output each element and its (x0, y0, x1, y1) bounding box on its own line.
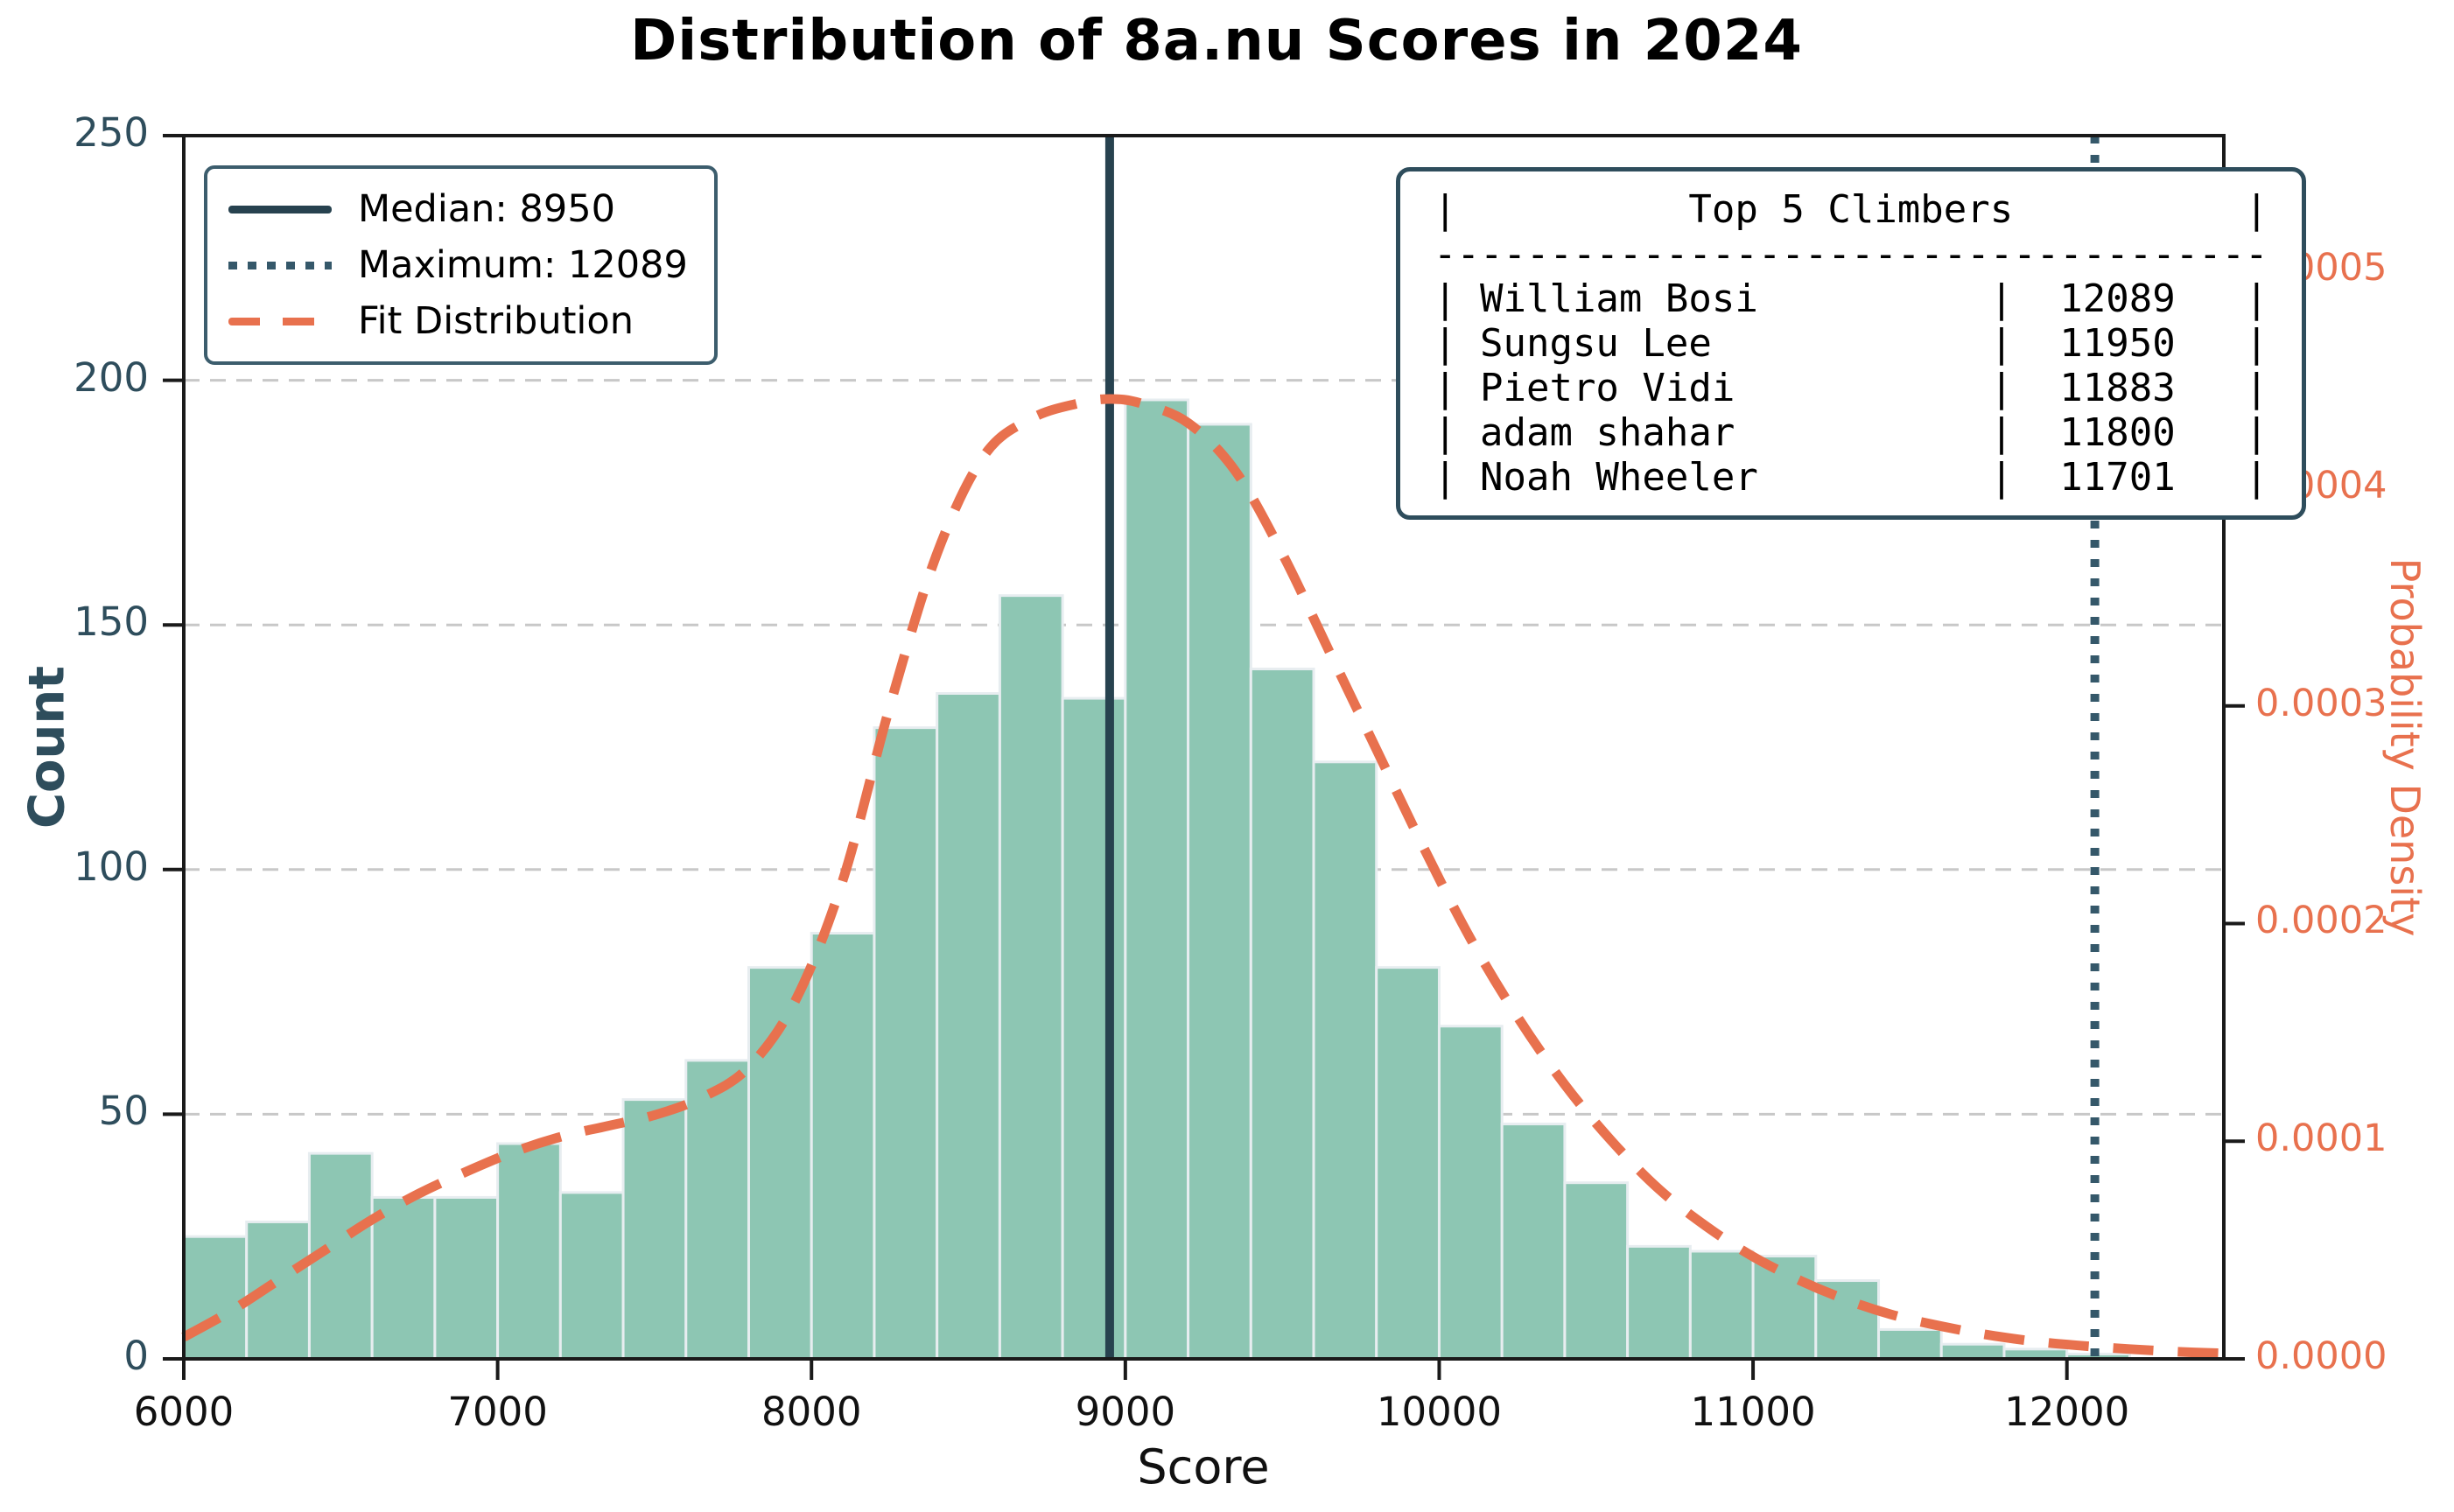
x-tick-label: 12000 (2004, 1389, 2130, 1435)
histogram-bar (1500, 1123, 1567, 1361)
fit-distribution-curve (181, 394, 2225, 1359)
top5-climbers-content: | Top 5 Climbers | ---------------------… (1434, 187, 2268, 500)
histogram-bar (1061, 696, 1127, 1361)
fit-line-swatch-icon (228, 317, 332, 326)
x-tick-label: 10000 (1376, 1389, 1503, 1435)
histogram-bar (1939, 1342, 2006, 1361)
histogram-bar (1751, 1255, 1818, 1361)
x-tick-label: 6000 (133, 1389, 235, 1435)
legend-maximum-label: Maximum: 12089 (358, 243, 688, 287)
top5-climbers-table: | Top 5 Climbers | ---------------------… (1396, 167, 2306, 520)
histogram-bar (1312, 760, 1378, 1361)
histogram-bar (370, 1195, 437, 1361)
y-right-tick-label: 0.0000 (2255, 1334, 2387, 1378)
histogram-bar (182, 1235, 249, 1361)
histogram-bar (433, 1195, 500, 1361)
y-left-tick-label: 250 (74, 109, 149, 156)
legend-item-fit: Fit Distribution (228, 293, 688, 349)
legend: Median: 8950 Maximum: 12089 Fit Distribu… (204, 165, 718, 365)
legend-item-maximum: Maximum: 12089 (228, 237, 688, 293)
histogram-bar (810, 931, 876, 1361)
y-right-axis-label: Probability Density (2381, 557, 2429, 937)
histogram-bar (1626, 1244, 1692, 1361)
histogram-bar (684, 1059, 751, 1361)
legend-item-median: Median: 8950 (228, 181, 688, 237)
histogram-bar (936, 691, 1001, 1361)
y-right-tick-label: 0.0002 (2255, 899, 2387, 943)
histogram-bar (1563, 1181, 1630, 1361)
histogram-bar (1437, 1025, 1504, 1361)
y-right-tick-label: 0.0003 (2255, 681, 2387, 725)
legend-fit-label: Fit Distribution (358, 299, 634, 343)
histogram-bar (1249, 668, 1315, 1361)
x-axis-label: Score (1137, 1439, 1270, 1494)
y-left-tick-label: 0 (123, 1333, 149, 1379)
x-tick-label: 8000 (761, 1389, 862, 1435)
y-right-tick-label: 0.0001 (2255, 1116, 2387, 1161)
y-left-tick-label: 100 (74, 843, 149, 890)
y-left-axis-label: Count (18, 665, 76, 830)
histogram-bar (1877, 1327, 1943, 1361)
histogram-bar (873, 726, 939, 1361)
y-left-tick-label: 150 (74, 598, 149, 646)
y-left-tick-label: 50 (98, 1088, 149, 1135)
maximum-line-swatch-icon (228, 261, 332, 270)
chart-title: Distribution of 8a.nu Scores in 2024 (630, 9, 1803, 74)
histogram-bar (1187, 423, 1252, 1361)
x-tick-label: 9000 (1075, 1389, 1176, 1435)
histogram-bar (1688, 1250, 1755, 1361)
histogram-bar (998, 594, 1064, 1361)
histogram-bar (496, 1142, 562, 1361)
x-tick-label: 7000 (447, 1389, 548, 1435)
histogram-bar (1375, 966, 1441, 1361)
median-line-swatch-icon (228, 205, 332, 214)
x-tick-label: 11000 (1690, 1389, 1816, 1435)
histogram-bar (1124, 398, 1190, 1361)
legend-median-label: Median: 8950 (358, 187, 615, 231)
plot-border (182, 134, 2226, 1361)
histogram-bar (621, 1098, 688, 1361)
y-left-tick-label: 200 (74, 354, 149, 401)
histogram-bar (558, 1191, 625, 1361)
